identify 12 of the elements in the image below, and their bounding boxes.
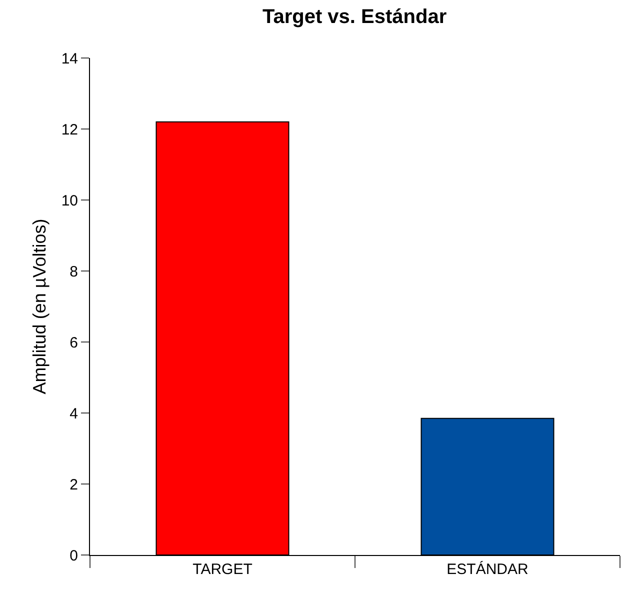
- y-tick-label: 8: [70, 263, 78, 280]
- y-tick-label: 0: [70, 547, 78, 564]
- x-tick-label: ESTÁNDAR: [446, 560, 529, 578]
- chart-title: Target vs. Estándar: [262, 6, 447, 28]
- y-tick-label: 2: [70, 476, 78, 494]
- y-axis-title: Amplitud (en µVoltios): [30, 218, 50, 394]
- y-tick-label: 4: [70, 405, 78, 422]
- y-tick-label: 10: [61, 192, 78, 210]
- y-tick-label: 6: [70, 334, 78, 352]
- y-tick-label: 12: [61, 121, 78, 138]
- x-tick-label: TARGET: [192, 561, 252, 578]
- y-tick-label: 14: [61, 50, 78, 68]
